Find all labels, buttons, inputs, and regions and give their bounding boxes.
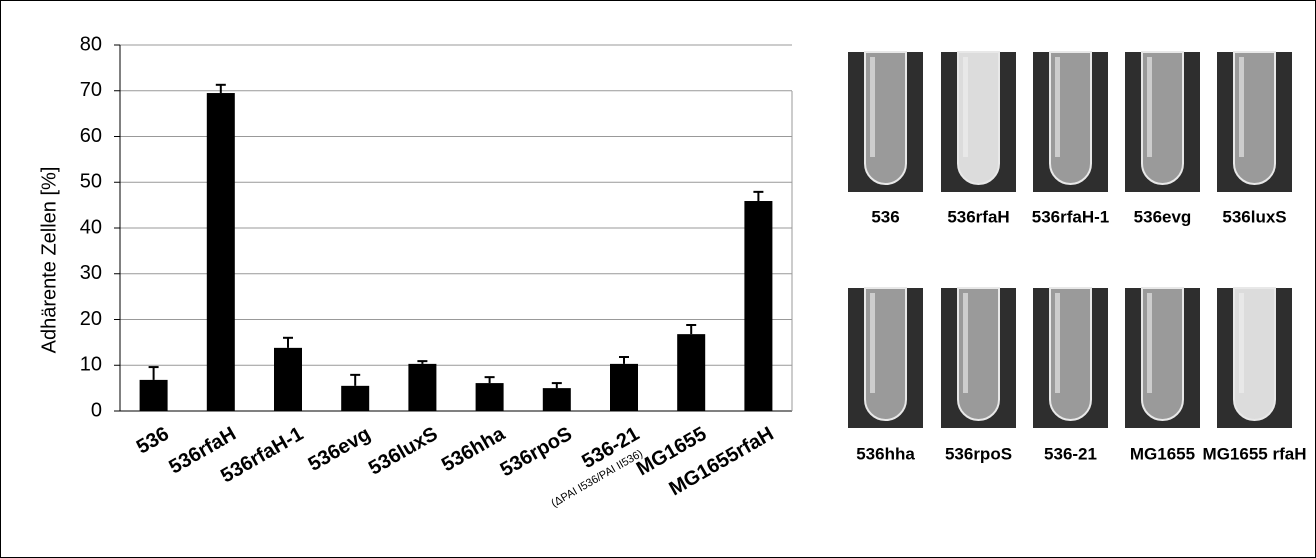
photo-label: 536luxS (1222, 207, 1286, 226)
tube (1141, 287, 1184, 421)
tube-photo (1217, 51, 1292, 192)
tube-photo (941, 287, 1016, 428)
bar (677, 334, 706, 411)
tube-glare (963, 57, 968, 157)
y-tick-label: 70 (80, 79, 102, 101)
photo-label: 536rfaH (947, 207, 1009, 226)
error-bar (215, 83, 226, 94)
tube-photo (1217, 287, 1292, 428)
tube-glare (1239, 57, 1244, 157)
photo-label: 536rpoS (945, 444, 1012, 463)
tube-photo (1125, 287, 1200, 428)
tube-glare (1055, 57, 1060, 157)
error-bar (686, 323, 697, 335)
photo-label: MG1655 (1130, 444, 1195, 463)
x-tick-label: 536hha (438, 422, 509, 476)
tube-glare (870, 57, 875, 157)
y-axis-label: Adhärente Zellen [%] (38, 167, 60, 354)
tube-glare (870, 293, 875, 393)
error-bar (753, 190, 764, 202)
tube (1049, 287, 1092, 421)
bar (341, 385, 370, 411)
error-bar (551, 382, 562, 389)
y-tick-label: 10 (80, 354, 102, 376)
x-tick-label: 536evg (305, 423, 375, 476)
tube-photo (941, 51, 1016, 192)
tube-photo (1033, 287, 1108, 428)
x-tick-label: 536rpoS (497, 423, 576, 482)
tube (957, 287, 1000, 421)
tube-photo (848, 287, 923, 428)
x-tick-label: 536luxS (365, 423, 441, 480)
tube-glare (1147, 57, 1152, 157)
tube-glare (1147, 293, 1152, 393)
y-tick-label: 30 (80, 262, 102, 284)
photo-label: 536hha (856, 444, 915, 463)
bar (206, 93, 235, 411)
y-tick-label: 60 (80, 125, 102, 147)
photo-label: 536-21 (1044, 444, 1097, 463)
y-tick-label: 80 (80, 33, 102, 55)
tube-photo (848, 51, 923, 192)
tube-glare (1239, 293, 1244, 393)
tube (957, 51, 1000, 185)
tube-glare (1055, 293, 1060, 393)
tube (864, 51, 907, 185)
tube (1049, 51, 1092, 185)
tube (1233, 51, 1276, 185)
photo-label: 536rfaH-1 (1032, 207, 1110, 226)
tube (1233, 287, 1276, 421)
bar (408, 363, 437, 411)
x-tick-label: 536 (133, 423, 173, 459)
error-bar (283, 336, 293, 348)
bar (475, 383, 504, 411)
y-tick-label: 20 (80, 308, 102, 330)
tube (1141, 51, 1184, 185)
tube-photo (1033, 51, 1108, 192)
bar (744, 201, 773, 411)
tube-photo (1125, 51, 1200, 192)
bar (139, 379, 168, 411)
error-bar (148, 366, 159, 380)
y-tick-label: 40 (80, 216, 102, 238)
bar (610, 363, 638, 411)
photo-label: 536evg (1134, 207, 1192, 226)
bar (542, 388, 571, 411)
bar (274, 347, 302, 411)
tube-glare (963, 293, 968, 393)
error-bar (417, 360, 428, 364)
photo-label: MG1655 rfaH (1203, 444, 1307, 463)
error-bar (484, 376, 495, 384)
error-bar (350, 373, 361, 386)
error-bar (619, 356, 629, 364)
photo-label: 536 (871, 207, 899, 226)
y-tick-label: 0 (91, 399, 102, 421)
tube (864, 287, 907, 421)
y-tick-label: 50 (80, 171, 102, 193)
